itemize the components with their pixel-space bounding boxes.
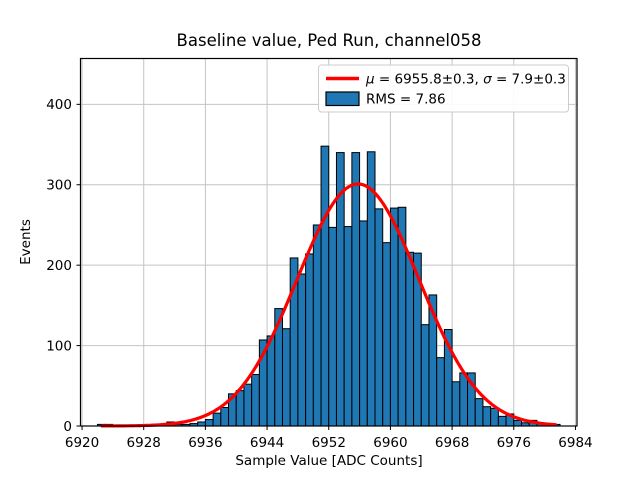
histogram-bar	[197, 421, 206, 427]
chart-title: Baseline value, Ped Run, channel058	[177, 31, 482, 50]
histogram-bar	[474, 398, 484, 427]
histogram-bar	[513, 419, 522, 427]
histogram-bar	[212, 412, 222, 427]
x-tick-label: 6968	[435, 435, 469, 451]
legend-rms-label: RMS = 7.86	[366, 92, 446, 108]
y-tick-label: 400	[46, 97, 72, 113]
y-tick-label: 0	[63, 419, 72, 435]
x-tick-label: 6984	[558, 435, 592, 451]
histogram-bar	[266, 335, 276, 427]
histogram-bar	[281, 328, 291, 427]
y-axis-label: Events	[18, 219, 34, 265]
histogram-bar	[343, 226, 353, 427]
x-tick-label: 6944	[250, 435, 284, 451]
x-axis-ticks: 6920 6928 6936 6944 6952 6960 6968 6976 6984	[65, 426, 593, 451]
histogram-bar	[351, 152, 361, 427]
legend-histogram-patch-sample	[325, 91, 360, 107]
histogram-bars	[96, 145, 561, 427]
legend-fit-label: μ = 6955.8±0.3, σ = 7.9±0.3	[365, 72, 566, 88]
histogram-bar	[482, 406, 492, 427]
histogram-bar	[305, 253, 314, 427]
histogram-bar	[220, 407, 230, 427]
histogram-bar	[312, 224, 322, 427]
histogram-bar	[389, 207, 399, 427]
x-tick-label: 6928	[127, 435, 161, 451]
histogram-bar	[382, 242, 391, 427]
legend-frame	[318, 64, 569, 113]
histogram-bar	[243, 383, 253, 427]
histogram-bar	[490, 407, 499, 427]
histogram-bar	[251, 374, 260, 427]
histogram-bar	[497, 415, 507, 427]
x-tick-label: 6960	[373, 435, 407, 451]
y-axis-ticks: 0 100 200 300 400	[46, 97, 81, 435]
x-tick-label: 6936	[188, 435, 222, 451]
histogram-bar	[420, 324, 430, 427]
histogram-bar	[459, 372, 469, 427]
y-tick-label: 100	[46, 338, 72, 354]
gaussian-fit-curve	[100, 182, 558, 428]
histogram-bar	[436, 357, 445, 427]
histogram-bar	[451, 381, 461, 427]
histogram-bar	[328, 226, 337, 427]
y-tick-label: 300	[46, 178, 72, 194]
histogram-bar	[359, 220, 368, 427]
histogram-bar	[204, 419, 214, 427]
x-tick-label: 6920	[65, 435, 99, 451]
histogram-bar	[235, 390, 245, 427]
y-tick-label: 200	[46, 258, 72, 274]
legend: μ = 6955.8±0.3, σ = 7.9±0.3 RMS = 7.86	[318, 64, 569, 113]
histogram-bar	[297, 273, 307, 427]
x-tick-label: 6952	[312, 435, 346, 451]
x-tick-label: 6976	[497, 435, 531, 451]
histogram-bar	[405, 251, 415, 427]
x-axis-label: Sample Value [ADC Counts]	[235, 453, 422, 469]
histogram-bar	[374, 208, 384, 427]
histogram-bar	[320, 145, 330, 427]
